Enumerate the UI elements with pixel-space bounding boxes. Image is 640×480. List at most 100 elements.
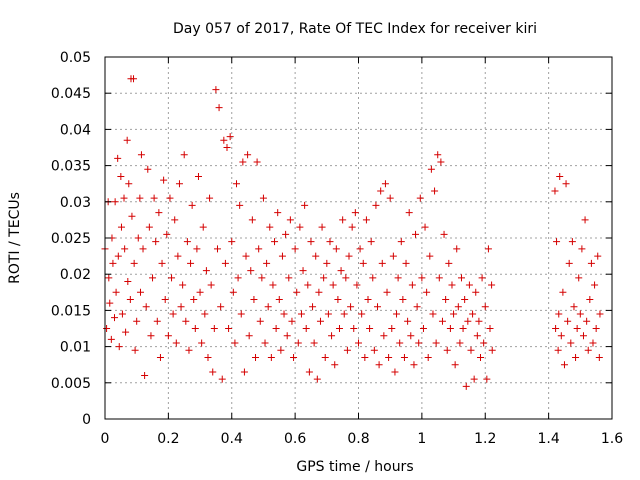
- data-point: [337, 267, 345, 275]
- data-point: [120, 194, 128, 202]
- data-point: [442, 296, 450, 304]
- data-point: [242, 252, 250, 260]
- data-point: [156, 353, 164, 361]
- data-point: [277, 346, 285, 354]
- data-point: [462, 382, 470, 390]
- data-point: [481, 303, 489, 311]
- y-tick-label: 0.04: [60, 122, 91, 138]
- data-point: [405, 209, 413, 217]
- data-point: [324, 310, 332, 318]
- data-point: [361, 353, 369, 361]
- data-point: [193, 245, 201, 253]
- data-point: [386, 194, 394, 202]
- data-point: [591, 281, 599, 289]
- data-point: [407, 332, 415, 340]
- data-point: [109, 259, 117, 267]
- data-point: [137, 151, 145, 159]
- data-point: [266, 223, 274, 231]
- data-point: [366, 325, 374, 332]
- data-point: [187, 259, 195, 267]
- data-point: [488, 346, 496, 354]
- data-point: [331, 361, 339, 369]
- data-point: [380, 332, 388, 340]
- data-point: [177, 303, 185, 311]
- data-point: [217, 303, 225, 311]
- data-point: [259, 194, 267, 202]
- y-tick-label: 0.035: [51, 159, 91, 175]
- data-point: [125, 180, 133, 188]
- data-point: [166, 194, 174, 202]
- data-point: [149, 274, 157, 282]
- data-point: [269, 281, 277, 289]
- data-point: [207, 281, 215, 289]
- data-point: [467, 346, 475, 354]
- data-point: [142, 303, 150, 311]
- data-point: [334, 296, 342, 304]
- data-point: [117, 172, 125, 180]
- data-point: [271, 238, 279, 246]
- data-point: [355, 339, 362, 347]
- data-point: [267, 353, 275, 361]
- data-point: [595, 353, 603, 361]
- data-point: [469, 310, 477, 318]
- data-point: [374, 303, 382, 311]
- data-point: [315, 288, 323, 296]
- data-point: [596, 310, 604, 318]
- y-tick-label: 0.025: [51, 231, 91, 247]
- data-point: [570, 303, 578, 311]
- data-point: [118, 310, 126, 318]
- data-point: [291, 245, 299, 253]
- data-point: [188, 201, 196, 209]
- data-point: [575, 274, 583, 282]
- data-point: [194, 172, 202, 180]
- data-point: [416, 194, 424, 202]
- data-point: [172, 339, 180, 347]
- y-tick-label: 0.03: [60, 195, 91, 211]
- data-point: [581, 216, 589, 224]
- data-point: [432, 339, 440, 347]
- data-point: [160, 176, 168, 184]
- data-point: [400, 353, 408, 361]
- grid-lines: [105, 57, 612, 419]
- data-point: [587, 259, 595, 267]
- data-point: [323, 259, 331, 267]
- data-point: [351, 209, 359, 217]
- axis-ticks: [104, 56, 613, 420]
- data-point: [175, 180, 183, 188]
- data-point: [304, 281, 312, 289]
- data-point: [583, 317, 591, 325]
- data-point: [556, 172, 564, 180]
- data-point: [464, 317, 472, 325]
- data-point: [234, 274, 242, 282]
- data-point: [152, 238, 160, 246]
- data-point: [589, 339, 597, 347]
- data-point: [163, 230, 171, 238]
- data-point: [198, 339, 206, 347]
- data-point: [568, 238, 576, 246]
- data-point: [573, 325, 581, 332]
- data-point: [225, 325, 233, 332]
- x-tick-label: 0.6: [284, 431, 306, 447]
- data-point: [128, 212, 136, 220]
- data-point: [419, 325, 427, 332]
- data-point: [381, 180, 389, 188]
- x-tick-label: 0.8: [347, 431, 369, 447]
- data-point: [220, 136, 228, 144]
- data-point: [286, 216, 294, 224]
- data-point: [364, 296, 372, 304]
- data-point: [454, 303, 462, 311]
- data-point: [212, 86, 220, 94]
- data-point: [105, 274, 113, 282]
- data-point: [404, 317, 412, 325]
- data-point: [228, 238, 236, 246]
- data-point: [358, 310, 366, 318]
- data-point: [130, 75, 138, 83]
- data-point: [393, 310, 401, 318]
- data-point: [389, 252, 397, 260]
- data-point: [557, 332, 565, 340]
- data-point: [174, 252, 182, 260]
- data-point: [245, 332, 253, 340]
- data-point: [451, 361, 459, 369]
- data-point: [326, 238, 334, 246]
